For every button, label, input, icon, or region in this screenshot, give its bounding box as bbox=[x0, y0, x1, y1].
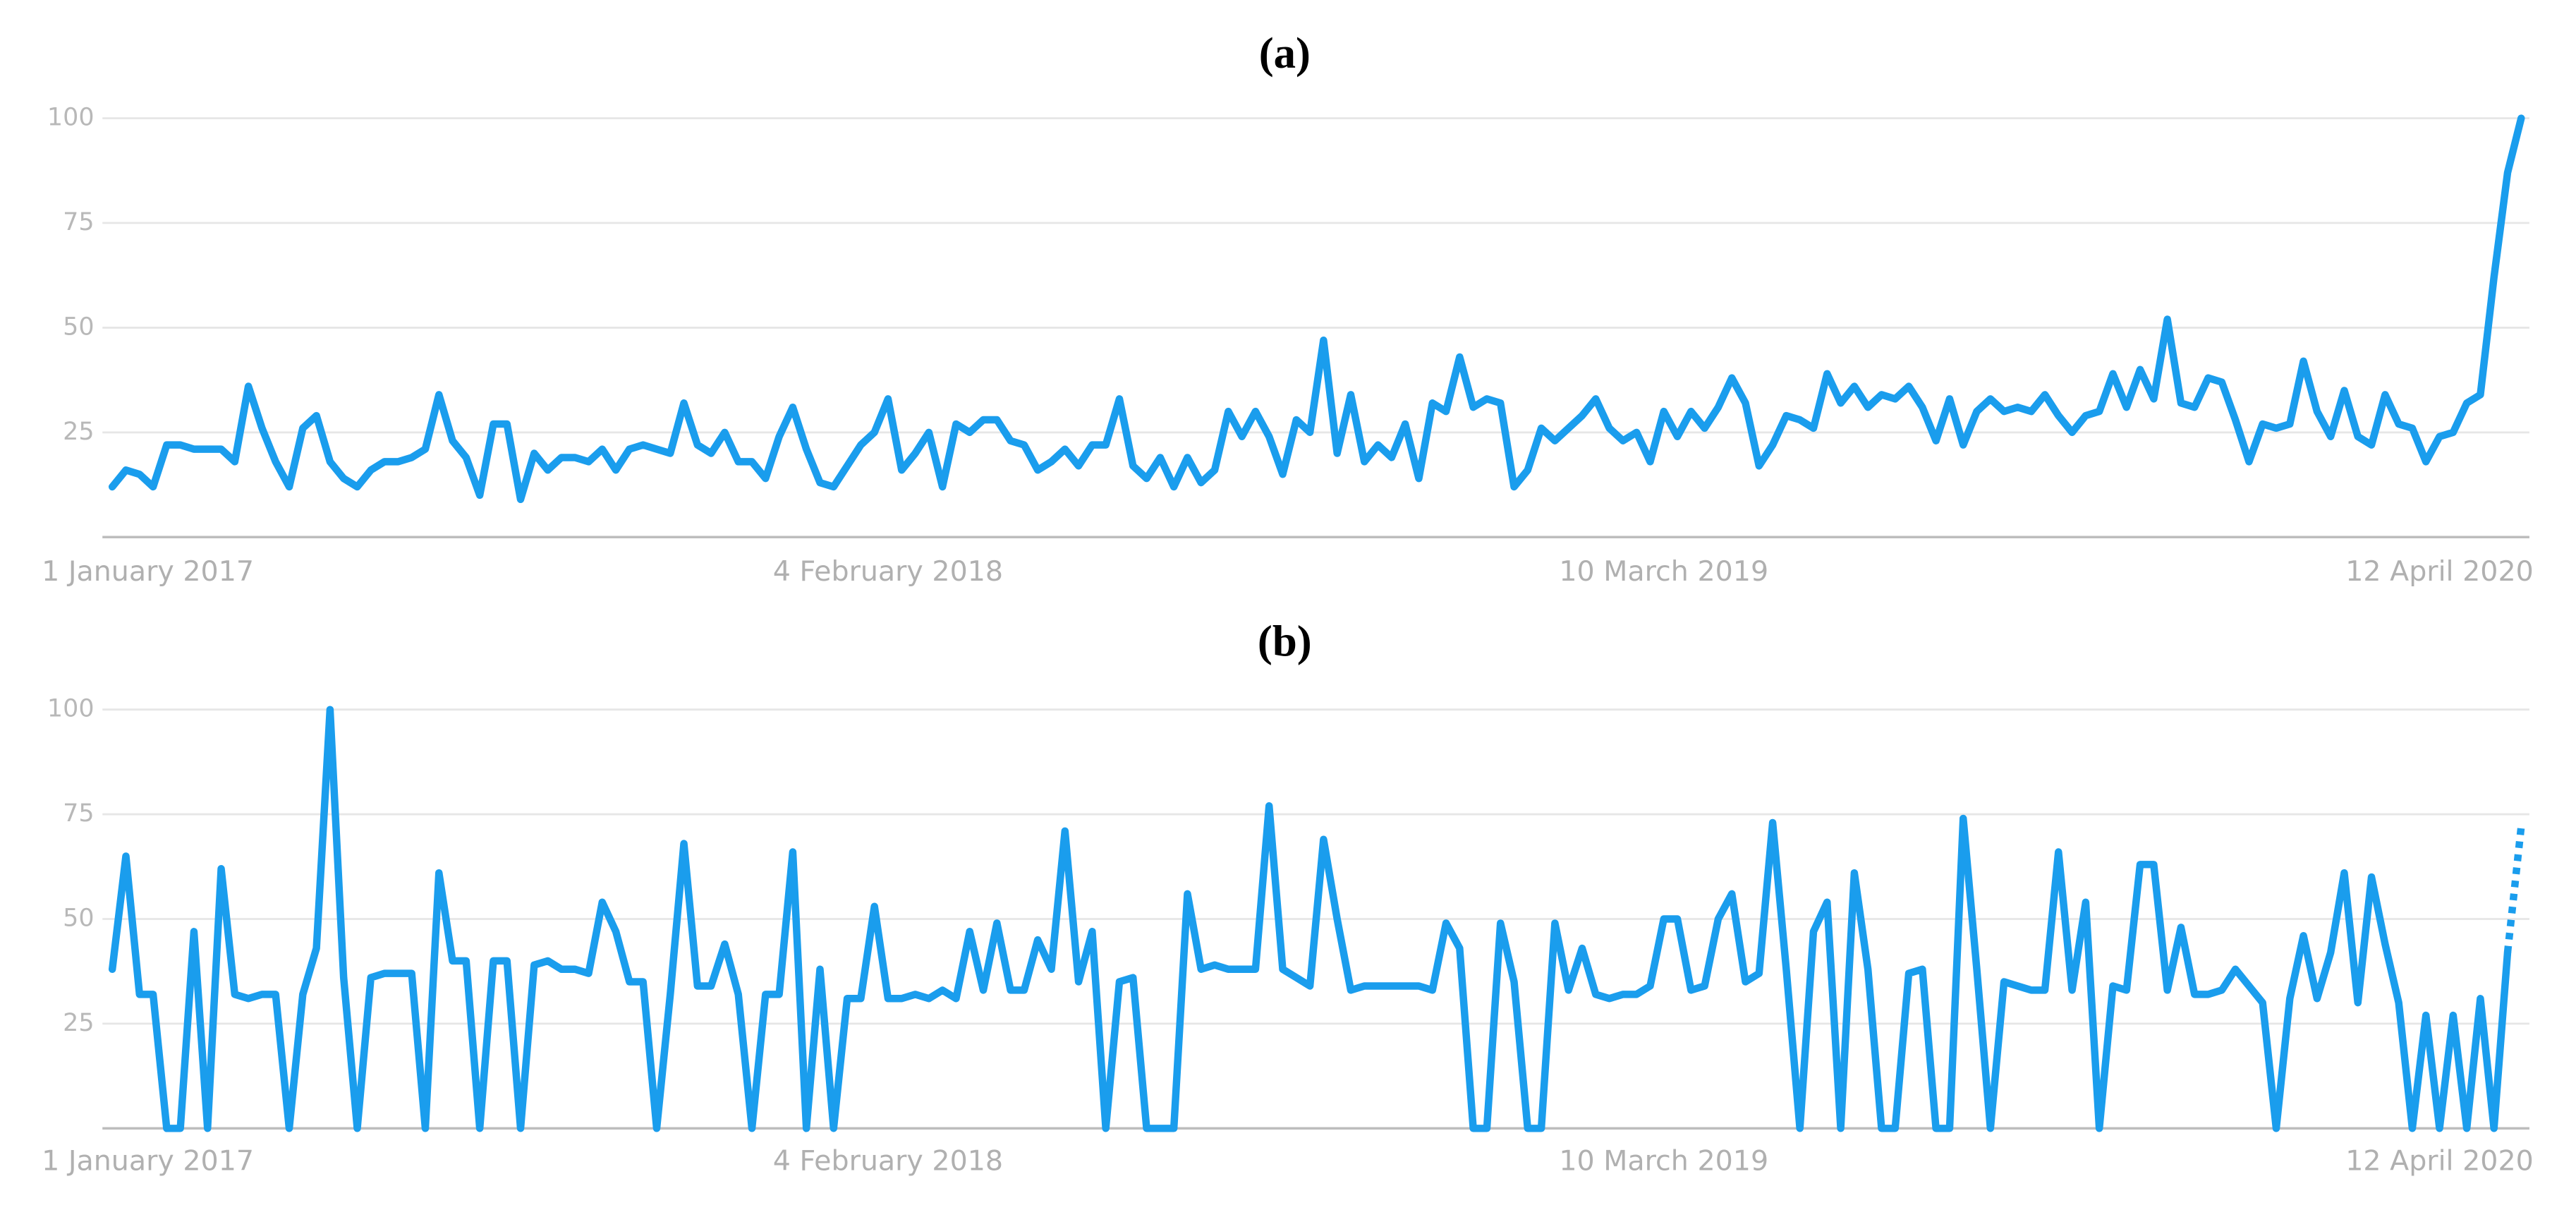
partial-data-line bbox=[2503, 826, 2525, 953]
x-tick-label: 4 February 2018 bbox=[773, 555, 1003, 588]
y-tick-label: 50 bbox=[63, 904, 94, 932]
x-tick-label: 1 January 2017 bbox=[42, 1145, 254, 1178]
x-tick-label: 10 March 2019 bbox=[1559, 1145, 1768, 1178]
y-tick-label: 100 bbox=[47, 104, 95, 132]
chart-title: (b) bbox=[1258, 616, 1312, 665]
data-line bbox=[108, 114, 2525, 504]
y-tick-label: 75 bbox=[63, 208, 94, 236]
y-tick-label: 25 bbox=[63, 1009, 94, 1037]
x-tick-label: 4 February 2018 bbox=[773, 1145, 1003, 1178]
y-tick-label: 100 bbox=[47, 695, 95, 723]
chart-title: (a) bbox=[1259, 28, 1311, 78]
x-tick-label: 10 March 2019 bbox=[1559, 555, 1768, 588]
data-line bbox=[108, 706, 2512, 1132]
y-tick-label: 25 bbox=[63, 418, 94, 446]
x-tick-label: 12 April 2020 bbox=[2345, 555, 2534, 588]
x-tick-label: 1 January 2017 bbox=[42, 555, 254, 588]
y-tick-label: 75 bbox=[63, 799, 94, 828]
x-tick-label: 12 April 2020 bbox=[2345, 1145, 2534, 1178]
y-tick-label: 50 bbox=[63, 313, 94, 341]
